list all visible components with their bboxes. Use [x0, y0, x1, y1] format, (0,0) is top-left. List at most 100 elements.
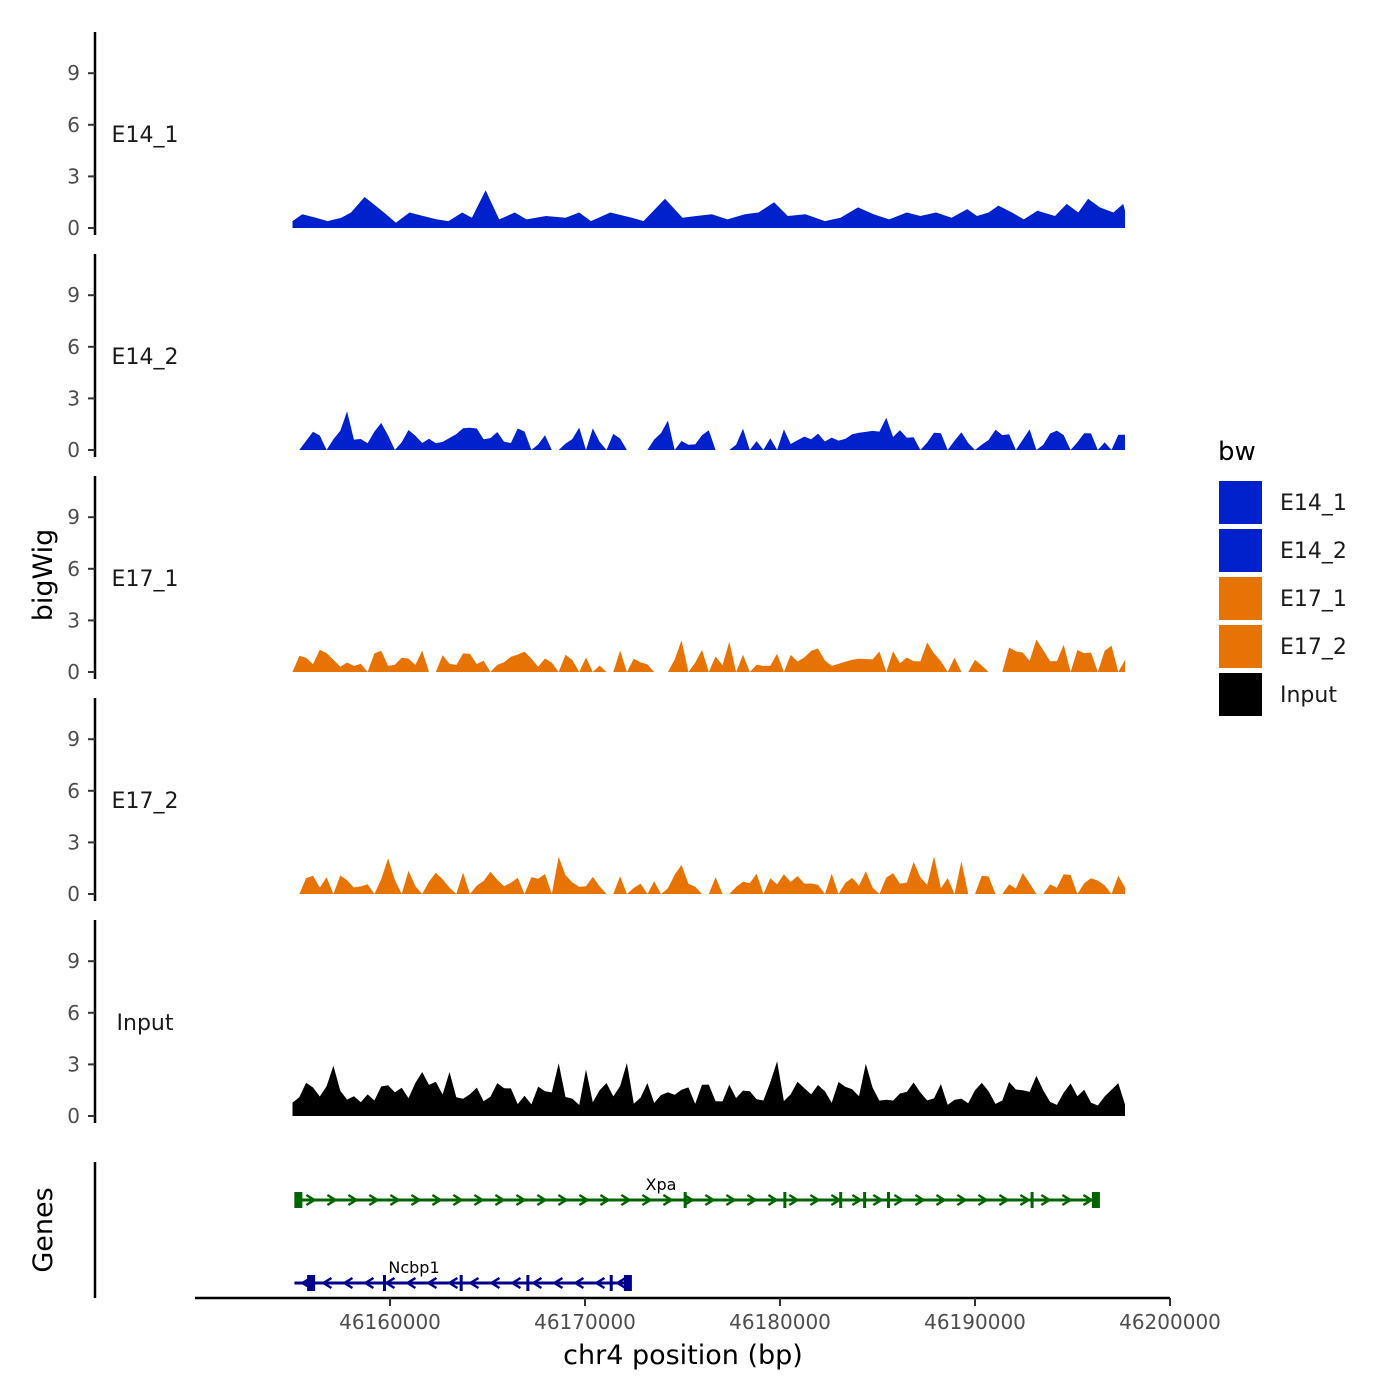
signal-area-E14_1 — [292, 190, 1125, 228]
y-tick-label: 9 — [67, 61, 80, 85]
gene-Xpa: Xpa — [294, 1175, 1100, 1208]
track-E14_2: 0 3 6 9 E14_2 — [67, 254, 1125, 462]
exon — [609, 1275, 613, 1291]
track-E17_2: 0 3 6 9 E17_2 — [67, 698, 1125, 906]
strand-arrow — [321, 1276, 333, 1290]
strand-arrow — [426, 1276, 438, 1290]
strand-arrow — [599, 1193, 611, 1207]
strand-arrow — [935, 1193, 947, 1207]
strand-arrow — [1019, 1193, 1031, 1207]
strand-arrow — [531, 1276, 543, 1290]
strand-arrow — [452, 1193, 464, 1207]
y-tick-label: 6 — [67, 113, 80, 137]
strand-arrow — [767, 1193, 779, 1207]
gene-label-Xpa: Xpa — [646, 1175, 677, 1194]
strand-arrow — [363, 1276, 375, 1290]
legend-item-E17_1: E17_1 — [1217, 575, 1347, 622]
strand-arrow — [1082, 1193, 1094, 1207]
legend-label: E17_2 — [1280, 635, 1347, 660]
legend-swatch — [1217, 623, 1264, 670]
strand-arrow — [326, 1193, 338, 1207]
x-axis: 46160000 46170000 46180000 46190000 46200000 — [195, 1296, 1221, 1334]
gene-Ncbp1: Ncbp1 — [294, 1258, 632, 1291]
y-tick-label: 0 — [67, 882, 80, 906]
legend: bw E14_1 E14_2 E17_1 E17_2 Input — [1217, 437, 1347, 718]
y-tick-label: 6 — [67, 335, 80, 359]
legend-swatch — [1217, 575, 1264, 622]
legend-item-E14_2: E14_2 — [1217, 527, 1347, 574]
exon — [887, 1192, 891, 1208]
y-axis-title: bigWig — [28, 529, 59, 622]
track-label-E17_2: E17_2 — [112, 789, 179, 814]
y-tick-label: 0 — [67, 1104, 80, 1128]
y-tick-label: 3 — [67, 1052, 80, 1076]
genes-axis-title: Genes — [28, 1187, 59, 1272]
strand-arrow — [536, 1193, 548, 1207]
y-tick-label: 9 — [67, 949, 80, 973]
strand-arrow — [573, 1276, 585, 1290]
exon — [1091, 1192, 1100, 1208]
strand-arrow — [557, 1193, 569, 1207]
strand-arrow — [384, 1276, 396, 1290]
y-tick-label: 3 — [67, 608, 80, 632]
strand-arrow — [872, 1193, 884, 1207]
y-tick-label: 0 — [67, 216, 80, 240]
y-tick-label: 9 — [67, 283, 80, 307]
strand-arrow — [851, 1193, 863, 1207]
strand-arrow — [347, 1193, 359, 1207]
strand-arrow — [510, 1276, 522, 1290]
strand-arrow — [468, 1276, 480, 1290]
track-label-E17_1: E17_1 — [112, 567, 179, 592]
track-Input: 0 3 6 9 Input — [67, 920, 1125, 1128]
exon — [683, 1192, 687, 1208]
exon — [783, 1192, 787, 1208]
y-tick-label: 3 — [67, 164, 80, 188]
legend-item-E14_1: E14_1 — [1217, 479, 1347, 526]
y-tick-label: 9 — [67, 505, 80, 529]
strand-arrow — [704, 1193, 716, 1207]
strand-arrow — [1040, 1193, 1052, 1207]
strand-arrow — [788, 1193, 800, 1207]
legend-label: E17_1 — [1280, 587, 1347, 612]
exon — [382, 1275, 386, 1291]
exon — [623, 1275, 632, 1291]
strand-arrow — [1061, 1193, 1073, 1207]
strand-arrow — [431, 1193, 443, 1207]
y-tick-label: 6 — [67, 1001, 80, 1025]
strand-arrow — [998, 1193, 1010, 1207]
strand-arrow — [615, 1276, 627, 1290]
strand-arrow — [641, 1193, 653, 1207]
strand-arrow — [893, 1193, 905, 1207]
strand-arrow — [746, 1193, 758, 1207]
strand-arrow — [977, 1193, 989, 1207]
x-tick-label: 46180000 — [729, 1310, 831, 1334]
exon — [839, 1192, 843, 1208]
y-tick-label: 6 — [67, 557, 80, 581]
strand-arrow — [683, 1193, 695, 1207]
exon — [863, 1192, 867, 1208]
strand-arrow — [368, 1193, 380, 1207]
legend-swatch — [1217, 671, 1264, 718]
track-label-E14_1: E14_1 — [112, 123, 179, 148]
strand-arrow — [725, 1193, 737, 1207]
strand-arrow — [620, 1193, 632, 1207]
legend-title: bw — [1218, 437, 1256, 467]
strand-arrow — [515, 1193, 527, 1207]
strand-arrow — [342, 1276, 354, 1290]
signal-tracks: 0 3 6 9 E14_1 0 3 6 9 E14_2 0 3 6 9 E17_1 0 3 6 9 E17_2 0 3 6 9… — [67, 32, 1125, 1128]
exon — [526, 1275, 530, 1291]
y-tick-label: 3 — [67, 830, 80, 854]
signal-area-E17_2 — [292, 787, 1125, 894]
track-E17_1: 0 3 6 9 E17_1 — [67, 476, 1125, 684]
signal-area-E14_2 — [292, 260, 1125, 450]
legend-swatch — [1217, 527, 1264, 574]
legend-label: E14_1 — [1280, 491, 1347, 516]
exon — [307, 1275, 316, 1291]
strand-arrow — [389, 1193, 401, 1207]
y-tick-label: 3 — [67, 386, 80, 410]
track-label-Input: Input — [117, 1011, 174, 1036]
y-tick-label: 9 — [67, 727, 80, 751]
x-tick-label: 46190000 — [924, 1310, 1026, 1334]
legend-label: Input — [1280, 683, 1337, 708]
